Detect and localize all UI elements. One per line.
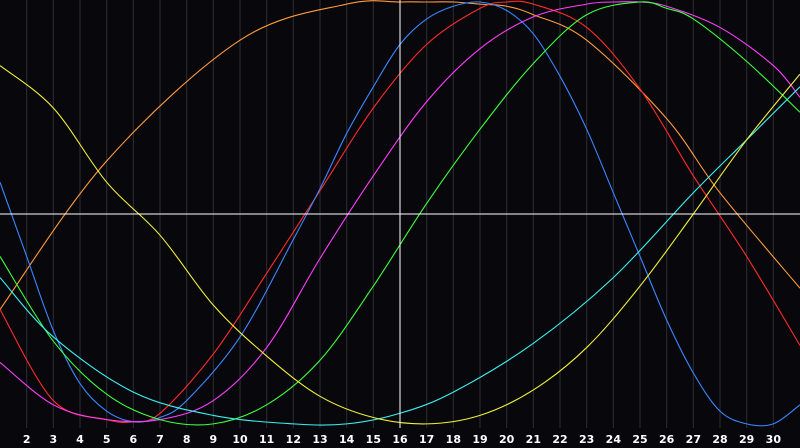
series-line — [0, 86, 800, 426]
x-tick-label: 29 — [739, 433, 754, 446]
x-tick-label: 2 — [23, 433, 31, 446]
series-line — [0, 65, 800, 425]
x-tick-label: 3 — [50, 433, 58, 446]
x-tick-label: 10 — [232, 433, 248, 446]
x-tick-label: 8 — [183, 433, 191, 446]
x-tick-label: 26 — [659, 433, 675, 446]
x-tick-label: 14 — [339, 433, 355, 446]
x-tick-label: 22 — [552, 433, 567, 446]
x-tick-label: 5 — [103, 433, 111, 446]
x-tick-label: 19 — [472, 433, 487, 446]
x-tick-label: 25 — [632, 433, 647, 446]
x-tick-label: 7 — [156, 433, 164, 446]
x-tick-label: 18 — [446, 433, 461, 446]
x-tick-label: 28 — [712, 433, 727, 446]
crosshair — [0, 0, 800, 428]
x-tick-label: 30 — [766, 433, 782, 446]
series-line — [0, 0, 800, 310]
x-tick-label: 6 — [130, 433, 138, 446]
series-layer — [0, 0, 800, 427]
x-tick-label: 4 — [76, 433, 84, 446]
series-line — [0, 1, 800, 427]
x-tick-label: 9 — [210, 433, 218, 446]
x-tick-label: 20 — [499, 433, 515, 446]
x-tick-label: 12 — [286, 433, 301, 446]
x-tick-label: 13 — [312, 433, 327, 446]
x-tick-label: 17 — [419, 433, 434, 446]
x-tick-label: 21 — [526, 433, 541, 446]
x-tick-label: 16 — [392, 433, 408, 446]
x-tick-label: 11 — [259, 433, 274, 446]
x-tick-label: 23 — [579, 433, 594, 446]
x-tick-label: 24 — [606, 433, 622, 446]
x-tick-label: 27 — [686, 433, 701, 446]
x-tick-label: 15 — [366, 433, 381, 446]
x-axis-ticks: 2 3 4 5 6 7 8 9 10 11 12 13 14 15 16 17 18 19 20 21 22 23 24 25… — [23, 433, 781, 446]
series-line — [0, 1, 800, 426]
